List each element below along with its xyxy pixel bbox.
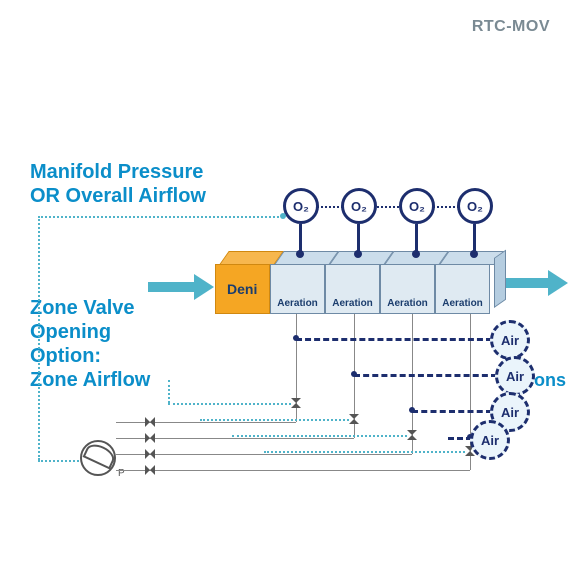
o2-sensor-3: O₂: [399, 188, 435, 224]
deni-label: Deni: [227, 281, 257, 297]
manifold-4: [116, 470, 470, 471]
air-circle-2: Air: [495, 356, 535, 396]
air-line-4: [448, 437, 472, 440]
label-zone-valve: Zone Valve Opening Option: Zone Airflow: [30, 296, 150, 392]
sensor-node-4: [470, 250, 478, 258]
zv-teal-3: [232, 435, 407, 437]
sensor-link: [301, 206, 475, 208]
sensor-node-1: [296, 250, 304, 258]
manifold-valve-1: [145, 417, 155, 427]
manifold-3: [116, 454, 412, 455]
zone-valve-2: [349, 414, 359, 424]
zone-right-face: [494, 250, 506, 308]
blower-icon: [80, 440, 116, 476]
manifold-1: [116, 422, 296, 423]
diagram-canvas: { "header": { "title": "RTC-MOV" }, "lab…: [0, 0, 578, 578]
air-line-2: [354, 374, 497, 377]
teal-line-top: [38, 216, 283, 218]
o2-sensor-1: O₂: [283, 188, 319, 224]
manifold-valve-2: [145, 433, 155, 443]
o2-sensor-4: O₂: [457, 188, 493, 224]
air-line-3: [412, 410, 492, 413]
zone-valve-3: [407, 430, 417, 440]
sensor-stem-1: [299, 224, 302, 252]
aeration-label-1: Aeration: [270, 298, 325, 309]
teal-line-left: [38, 216, 40, 460]
aeration-label-2: Aeration: [325, 298, 380, 309]
zv-teal-4: [264, 451, 465, 453]
sensor-node-2: [354, 250, 362, 258]
flow-arrow-out: [502, 278, 550, 288]
zone-valve-1: [291, 398, 301, 408]
header-title: RTC-MOV: [472, 18, 550, 36]
manifold-valve-3: [145, 449, 155, 459]
label-zone-valve-text: Zone Valve Opening Option: Zone Airflow: [30, 297, 150, 391]
sensor-stem-2: [357, 224, 360, 252]
zv-teal-v: [168, 380, 170, 403]
zv-teal-1: [168, 403, 291, 405]
sensor-stem-4: [473, 224, 476, 252]
aeration-label-4: Aeration: [435, 298, 490, 309]
sensor-node-3: [412, 250, 420, 258]
label-manifold-pressure: Manifold Pressure OR Overall Airflow: [30, 160, 206, 208]
zv-teal-2: [200, 419, 349, 421]
o2-sensor-2: O₂: [341, 188, 377, 224]
manifold-valve-4: [145, 465, 155, 475]
flow-arrow-in: [148, 282, 196, 292]
aeration-label-3: Aeration: [380, 298, 435, 309]
teal-dot-top: [280, 213, 286, 219]
label-manifold-pressure-text: Manifold Pressure OR Overall Airflow: [30, 161, 206, 207]
air-circle-4: Air: [470, 420, 510, 460]
air-line-1: [296, 338, 492, 341]
sensor-stem-3: [415, 224, 418, 252]
air-circle-1: Air: [490, 320, 530, 360]
